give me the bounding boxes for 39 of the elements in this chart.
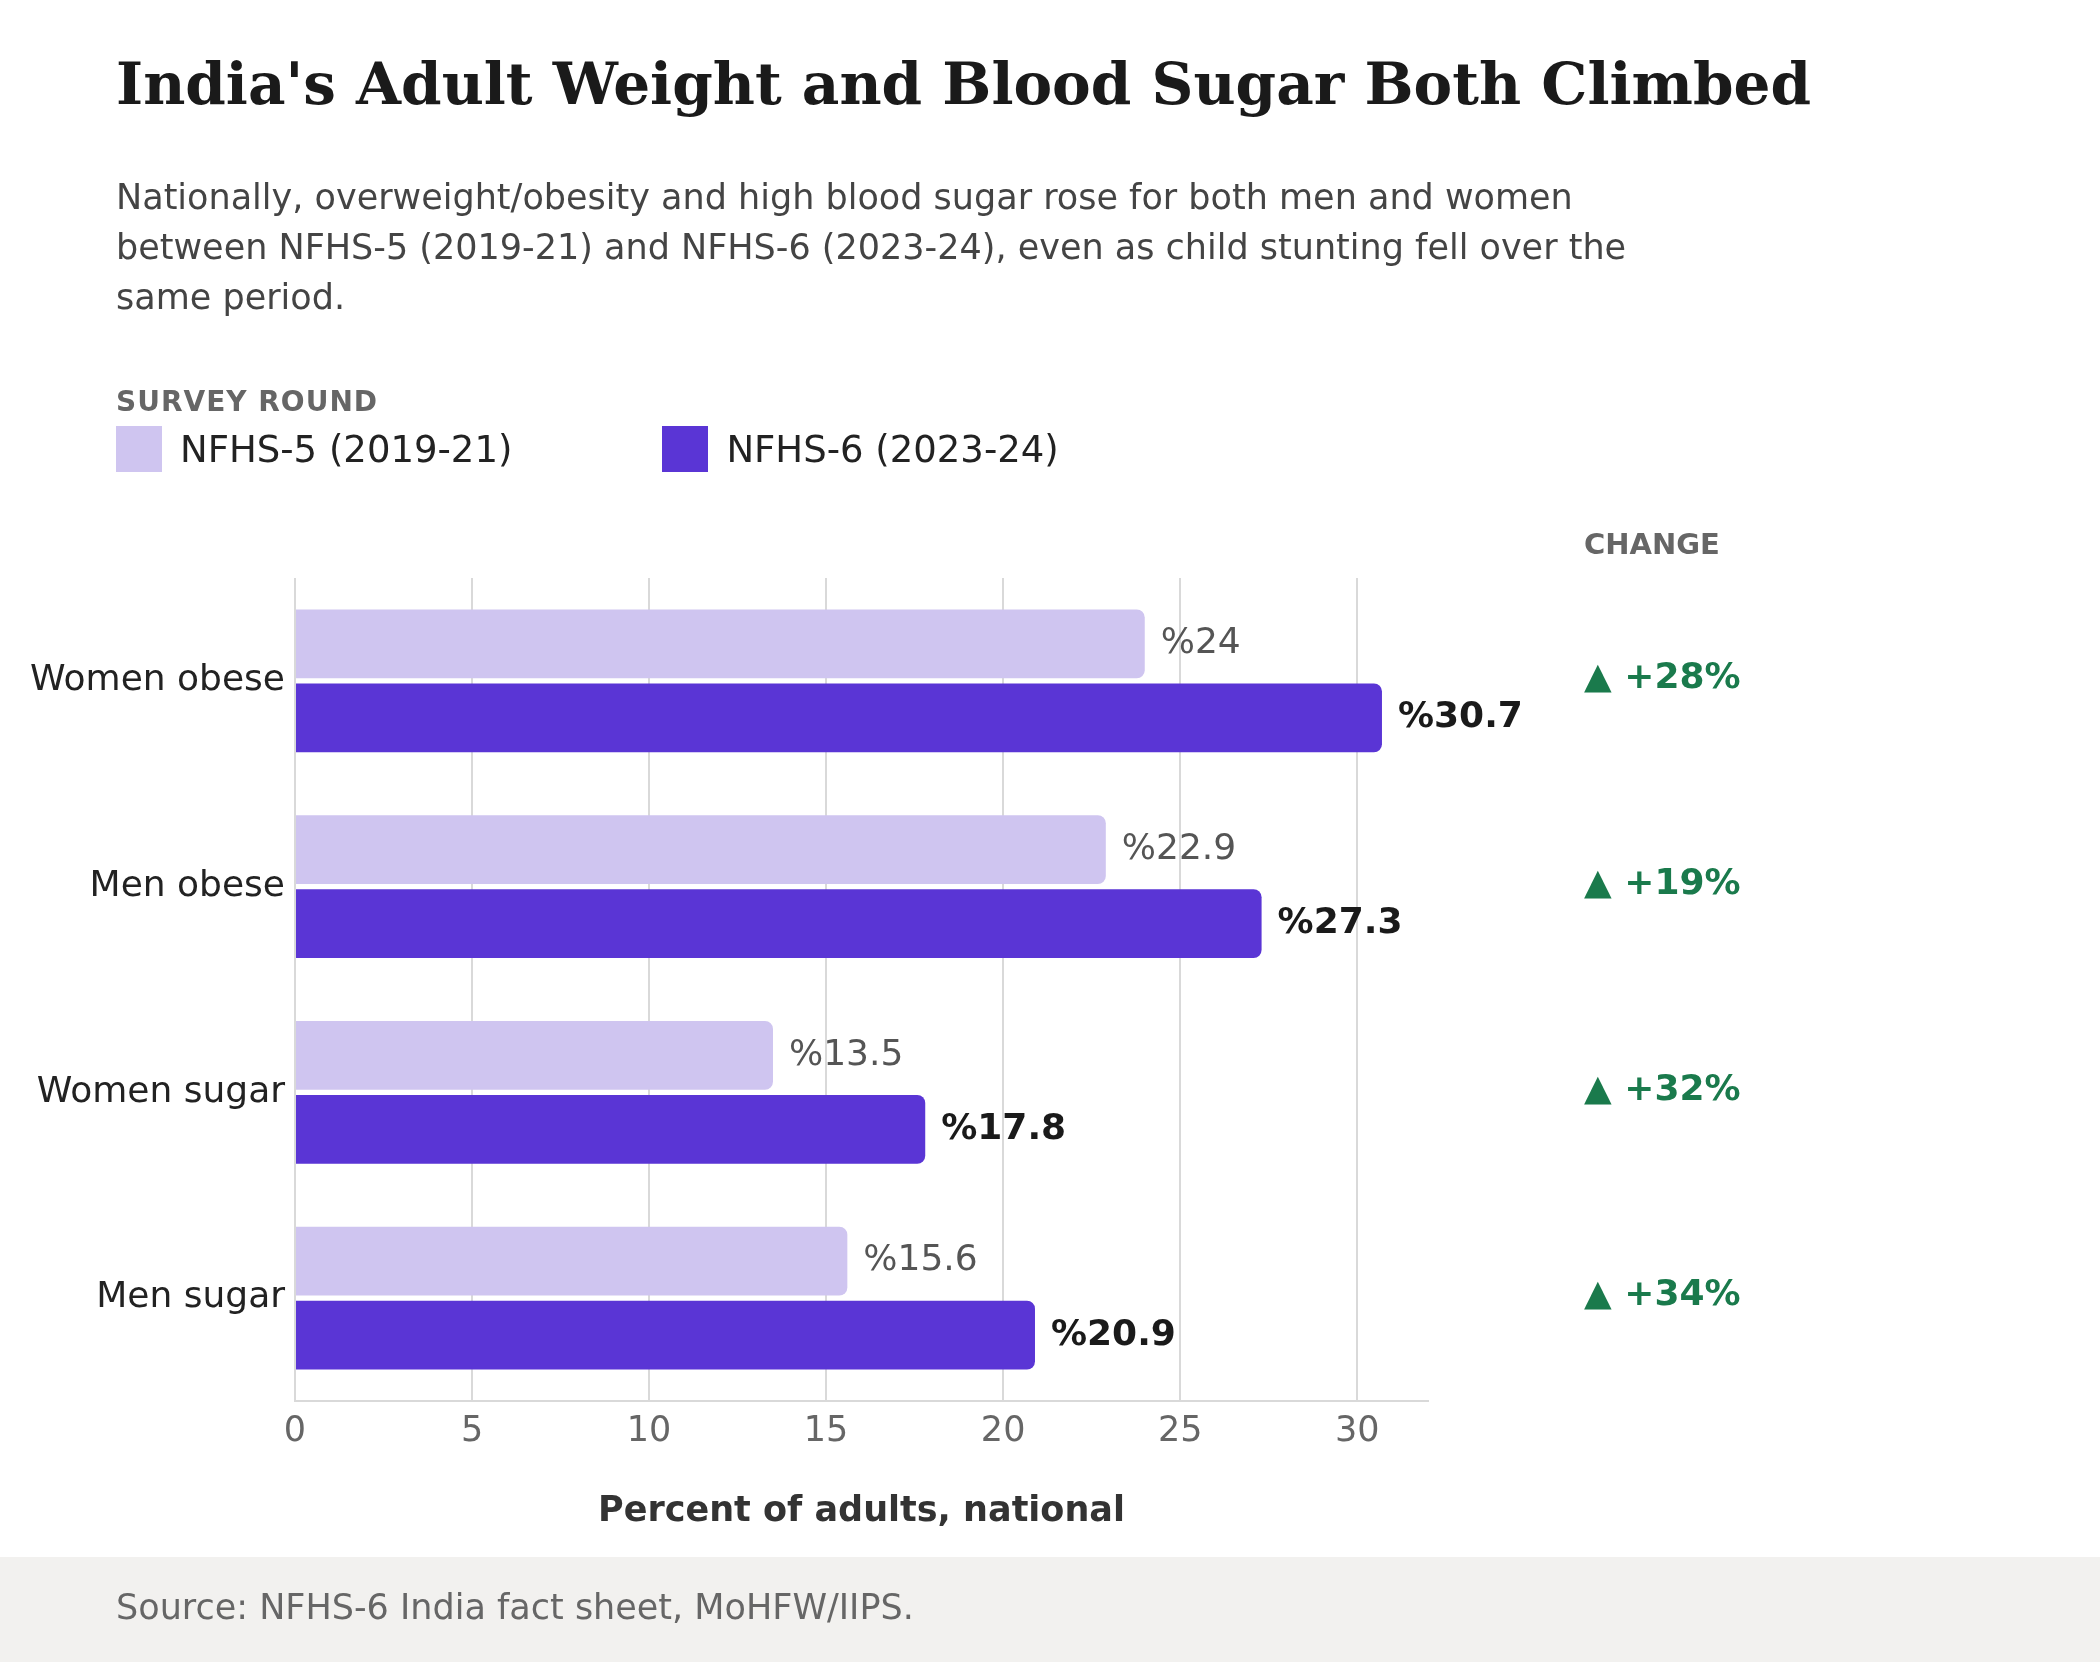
- bar: [296, 1094, 926, 1164]
- y-tick-label: Women obese: [30, 657, 285, 699]
- bar: [296, 815, 1106, 885]
- data-label: %20.9: [1050, 1311, 1176, 1353]
- bar: [296, 1226, 848, 1296]
- x-tick-label: 20: [980, 1409, 1026, 1450]
- data-label: %22.9: [1121, 825, 1237, 867]
- x-tick-label: 0: [283, 1409, 307, 1450]
- x-axis-title: Percent of adults, national: [598, 1489, 1125, 1530]
- data-label: %17.8: [941, 1105, 1067, 1147]
- text: ▲ +28%: [1584, 655, 1741, 697]
- data-label: %13.5: [788, 1031, 904, 1073]
- text: ▲ +19%: [1584, 860, 1741, 902]
- x-tick-label: 30: [1334, 1409, 1380, 1450]
- source-note: Source: NFHS-6 India fact sheet, MoHFW/IIPS.: [116, 1587, 914, 1627]
- chart-subtitle: Nationally, overweight/obesity and high blood sugar rose for both men and women between NFHS-5 (2019-21) and NFHS-6 (2023-24), even as child stunting fell over the same period.: [116, 176, 1628, 319]
- data-label: %15.6: [863, 1237, 978, 1279]
- legend-label: NFHS-5 (2019-21): [180, 427, 513, 471]
- legend-title: SURVEY ROUND: [116, 385, 380, 418]
- y-tick-label: Men obese: [89, 862, 285, 904]
- text: ▲ +32%: [1584, 1066, 1741, 1108]
- bar: [296, 683, 1382, 753]
- bar: [296, 1020, 773, 1090]
- y-tick-label: Women sugar: [36, 1068, 286, 1110]
- bar: [296, 609, 1145, 679]
- data-label: %24: [1160, 620, 1241, 662]
- data-label: %30.7: [1397, 694, 1523, 736]
- x-tick-label: 10: [626, 1409, 672, 1450]
- x-tick-label: 25: [1157, 1409, 1203, 1450]
- text: CHANGE: [1584, 526, 1720, 561]
- x-tick-label: 15: [803, 1409, 849, 1450]
- data-label: %27.3: [1277, 900, 1403, 942]
- y-tick-label: Men sugar: [96, 1274, 286, 1316]
- bar: [296, 1300, 1035, 1370]
- chart-title: India's Adult Weight and Blood Sugar Both Climbed: [116, 50, 1811, 118]
- legend-label: NFHS-6 (2023-24): [726, 427, 1059, 471]
- x-tick-label: 5: [460, 1409, 484, 1450]
- text: ▲ +34%: [1584, 1272, 1741, 1314]
- bar: [296, 889, 1262, 959]
